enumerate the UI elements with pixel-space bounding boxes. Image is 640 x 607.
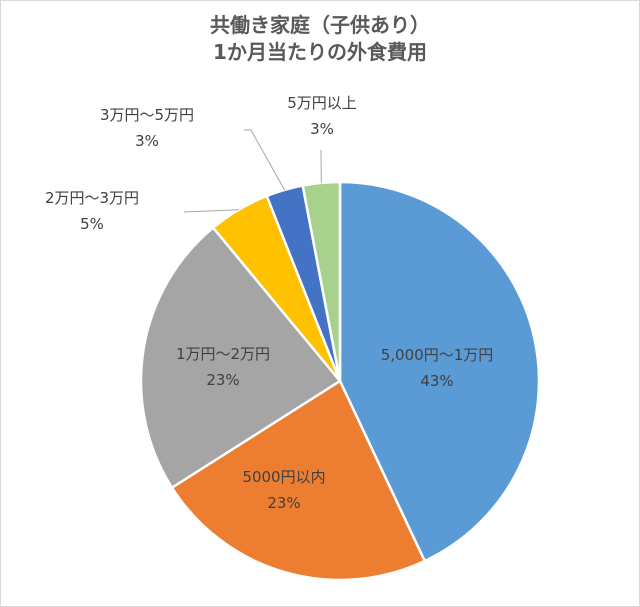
chart-title: 共働き家庭（子供あり） 1か月当たりの外食費用: [0, 12, 640, 66]
pie-slice: [139, 226, 342, 489]
slice-percent-label: 3%: [310, 120, 334, 138]
slice-category-label: 1万円～2万円: [176, 345, 270, 363]
slice-percent-label: 43%: [420, 372, 453, 390]
chart-title-line-2: 1か月当たりの外食費用: [213, 40, 427, 64]
slice-percent-label: 3%: [135, 132, 159, 150]
leader-line: [183, 209, 239, 213]
slice-percent-label: 23%: [267, 494, 300, 512]
slice-percent-label: 23%: [206, 371, 239, 389]
chart-title-line-1: 共働き家庭（子供あり）: [210, 13, 430, 37]
slice-category-label: 2万円～3万円: [45, 189, 139, 207]
leader-line: [244, 129, 285, 191]
slice-category-label: 3万円～5万円: [100, 106, 194, 124]
pie-slice: [170, 379, 426, 582]
slice-category-label: 5万円以上: [287, 94, 357, 112]
slice-percent-label: 5%: [80, 215, 104, 233]
slice-category-label: 5,000円～1万円: [381, 346, 494, 364]
pie-slice: [338, 180, 541, 563]
slice-category-label: 5000円以内: [242, 468, 325, 486]
